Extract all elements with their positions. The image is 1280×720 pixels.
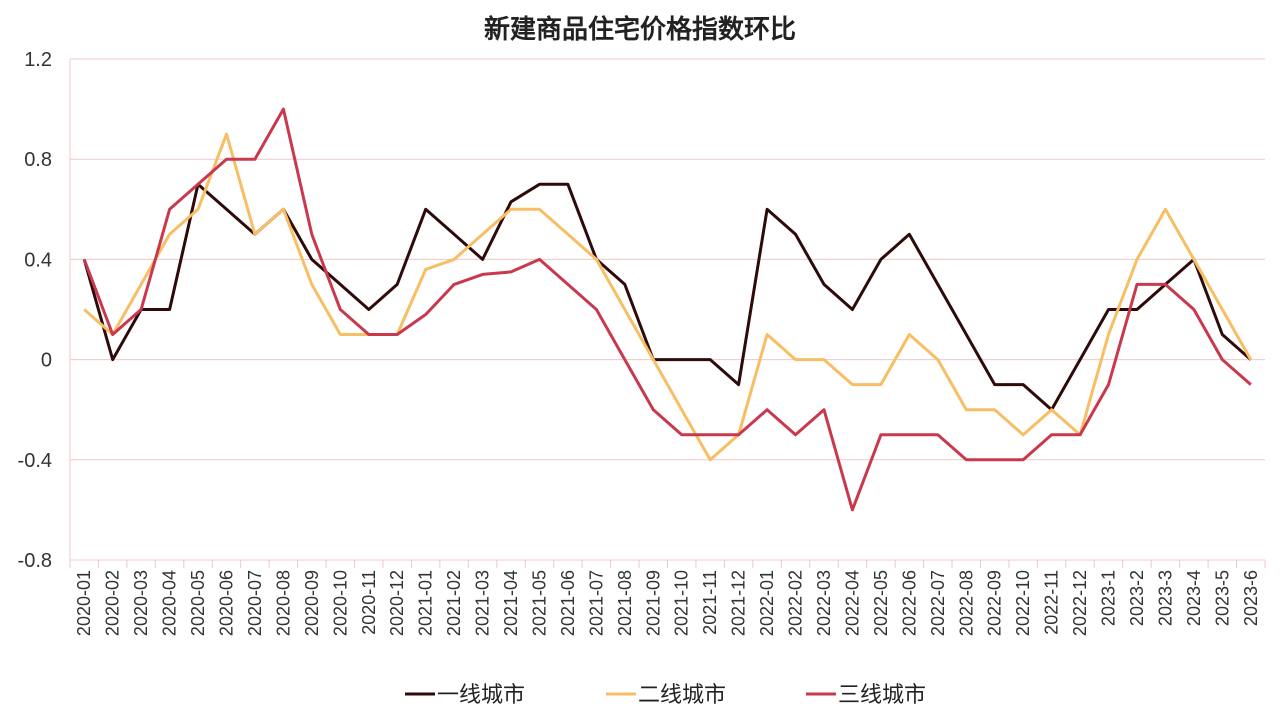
x-tick-label: 2023-6 [1241, 570, 1261, 626]
x-tick-label: 2023-1 [1099, 570, 1119, 626]
x-tick-label: 2022-10 [1013, 570, 1033, 636]
x-tick-label: 2020-02 [103, 570, 123, 636]
x-tick-label: 2020-03 [131, 570, 151, 636]
x-tick-label: 2022-05 [871, 570, 891, 636]
series-line-3 [82, 107, 1252, 512]
y-tick-label: -0.4 [18, 450, 52, 472]
x-tick-label: 2023-3 [1155, 570, 1175, 626]
x-tick-label: 2022-06 [899, 570, 919, 636]
x-tick-label: 2021-02 [444, 570, 464, 636]
legend: 一线城市 二线城市 三线城市 [405, 683, 926, 708]
x-tick-label: 2021-04 [501, 570, 521, 636]
chart-title: 新建商品住宅价格指数环比 [484, 14, 796, 45]
x-tick-label: 2021-08 [615, 570, 635, 636]
x-tick-label: 2020-04 [160, 570, 180, 636]
x-tick-label: 2022-04 [842, 570, 862, 636]
x-tick-label: 2023-5 [1212, 570, 1232, 626]
legend-label: 一线城市 [437, 683, 525, 708]
x-tick-label: 2022-09 [985, 570, 1005, 636]
y-axis-ticks: 1.2 0.8 0.4 0 -0.4 -0.8 [18, 49, 52, 572]
x-tick-label: 2021-10 [672, 570, 692, 636]
x-tick-label: 2020-01 [74, 570, 94, 636]
legend-label: 二线城市 [638, 683, 726, 708]
x-tick-label: 2020-11 [359, 570, 379, 635]
x-tick-label: 2020-12 [387, 570, 407, 636]
x-tick-label: 2020-05 [188, 570, 208, 636]
x-tick-label: 2022-08 [956, 570, 976, 636]
y-tick-label: -0.8 [18, 550, 52, 572]
x-tick-label: 2021-07 [586, 570, 606, 636]
x-axis-ticks: 2020-01 2020-02 2020-03 2020-04 2020-05 2020-… [69, 560, 1266, 636]
x-tick-label: 2020-09 [302, 570, 322, 636]
y-tick-label: 0.8 [24, 149, 52, 171]
legend-label: 三线城市 [838, 683, 926, 708]
y-tick-label: 0 [41, 350, 52, 372]
x-tick-label: 2021-12 [729, 570, 749, 636]
y-tick-label: 0.4 [24, 249, 52, 271]
x-tick-label: 2021-11 [700, 570, 720, 635]
x-tick-label: 2021-09 [643, 570, 663, 636]
x-tick-label: 2022-07 [928, 570, 948, 636]
x-tick-label: 2022-02 [786, 570, 806, 636]
x-tick-label: 2022-03 [814, 570, 834, 636]
x-tick-label: 2023-4 [1184, 570, 1204, 626]
x-tick-label: 2023-2 [1127, 570, 1147, 626]
x-tick-label: 2022-11 [1042, 570, 1062, 635]
series-line-2 [83, 132, 1253, 462]
x-tick-label: 2021-05 [529, 570, 549, 636]
series-lines [82, 107, 1253, 512]
x-tick-label: 2021-01 [416, 570, 436, 636]
y-tick-label: 1.2 [24, 49, 52, 71]
x-tick-label: 2020-08 [273, 570, 293, 636]
x-tick-label: 2022-01 [757, 570, 777, 636]
grid-lines [69, 58, 1265, 561]
x-tick-label: 2021-03 [473, 570, 493, 636]
series-line-1 [82, 182, 1252, 412]
x-tick-label: 2020-06 [216, 570, 236, 636]
x-tick-label: 2022-12 [1070, 570, 1090, 636]
x-tick-label: 2020-10 [330, 570, 350, 636]
x-tick-label: 2020-07 [245, 570, 265, 636]
x-tick-label: 2021-06 [558, 570, 578, 636]
